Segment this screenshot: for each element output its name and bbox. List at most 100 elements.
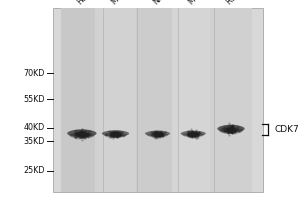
Point <box>190 132 195 135</box>
Point <box>76 132 81 135</box>
Point <box>85 133 89 136</box>
Point <box>158 132 163 135</box>
Point <box>158 133 163 136</box>
Point <box>226 131 231 134</box>
Point <box>232 129 237 132</box>
Point <box>155 134 160 138</box>
Point <box>190 134 195 137</box>
Point <box>229 127 233 130</box>
Point <box>73 135 78 138</box>
Point <box>192 133 197 136</box>
Point <box>232 129 237 132</box>
Point <box>190 131 195 134</box>
Point <box>229 129 233 132</box>
Point <box>151 131 155 134</box>
Point <box>227 127 232 130</box>
Point <box>159 133 164 137</box>
Point <box>160 134 165 137</box>
Point <box>86 133 91 137</box>
Point <box>158 133 162 137</box>
Point <box>75 130 80 134</box>
Point <box>230 127 234 130</box>
Point <box>188 135 193 138</box>
Point <box>229 129 234 132</box>
Point <box>160 134 164 137</box>
Point <box>72 132 77 135</box>
Point <box>161 134 166 137</box>
Point <box>192 132 197 135</box>
Point <box>230 128 235 131</box>
Point <box>187 135 192 138</box>
Point <box>109 131 114 134</box>
Point <box>191 130 196 133</box>
Point <box>79 135 84 138</box>
Point <box>189 133 194 136</box>
Point <box>226 128 231 131</box>
Point <box>226 130 230 133</box>
Point <box>230 132 235 135</box>
Point <box>193 132 198 135</box>
Point <box>80 132 84 135</box>
Point <box>78 133 83 137</box>
Point <box>118 133 123 136</box>
Point <box>158 132 162 136</box>
Point <box>195 133 200 136</box>
Point <box>226 128 231 132</box>
Point <box>78 130 83 133</box>
Point <box>81 131 86 135</box>
Point <box>157 132 161 136</box>
Point <box>230 126 234 129</box>
Point <box>81 132 86 135</box>
Point <box>79 137 84 140</box>
Point <box>111 131 116 135</box>
Point <box>87 131 92 134</box>
Point <box>229 131 234 134</box>
Point <box>159 131 164 135</box>
Point <box>155 132 160 135</box>
Point <box>154 132 159 136</box>
Point <box>117 132 122 135</box>
Ellipse shape <box>217 125 245 133</box>
Point <box>158 134 163 137</box>
Point <box>229 129 233 132</box>
Point <box>193 132 198 135</box>
Point <box>193 135 198 138</box>
Point <box>187 132 192 135</box>
Point <box>190 133 195 136</box>
Point <box>190 130 194 133</box>
Point <box>79 136 84 139</box>
Point <box>153 132 158 136</box>
Point <box>116 134 121 137</box>
Point <box>193 133 197 136</box>
Point <box>230 125 234 128</box>
Point <box>191 132 196 136</box>
Point <box>157 132 162 135</box>
Point <box>152 133 156 137</box>
Point <box>75 133 80 137</box>
Point <box>189 131 194 135</box>
Point <box>74 134 79 137</box>
Point <box>79 133 84 136</box>
Point <box>81 136 86 139</box>
Point <box>113 133 118 136</box>
Point <box>81 133 85 136</box>
Point <box>185 131 190 135</box>
Point <box>159 132 164 135</box>
Point <box>225 126 230 129</box>
Point <box>158 133 162 136</box>
Point <box>77 133 82 136</box>
Point <box>194 133 199 136</box>
Point <box>190 133 195 136</box>
Point <box>229 126 234 129</box>
Point <box>115 132 119 135</box>
Point <box>190 136 195 139</box>
Point <box>189 133 194 137</box>
Point <box>230 129 234 132</box>
Point <box>191 131 196 134</box>
Point <box>154 134 158 137</box>
Point <box>186 132 190 135</box>
Point <box>153 132 158 135</box>
Point <box>113 134 118 137</box>
Point <box>194 132 198 136</box>
Point <box>159 131 164 134</box>
